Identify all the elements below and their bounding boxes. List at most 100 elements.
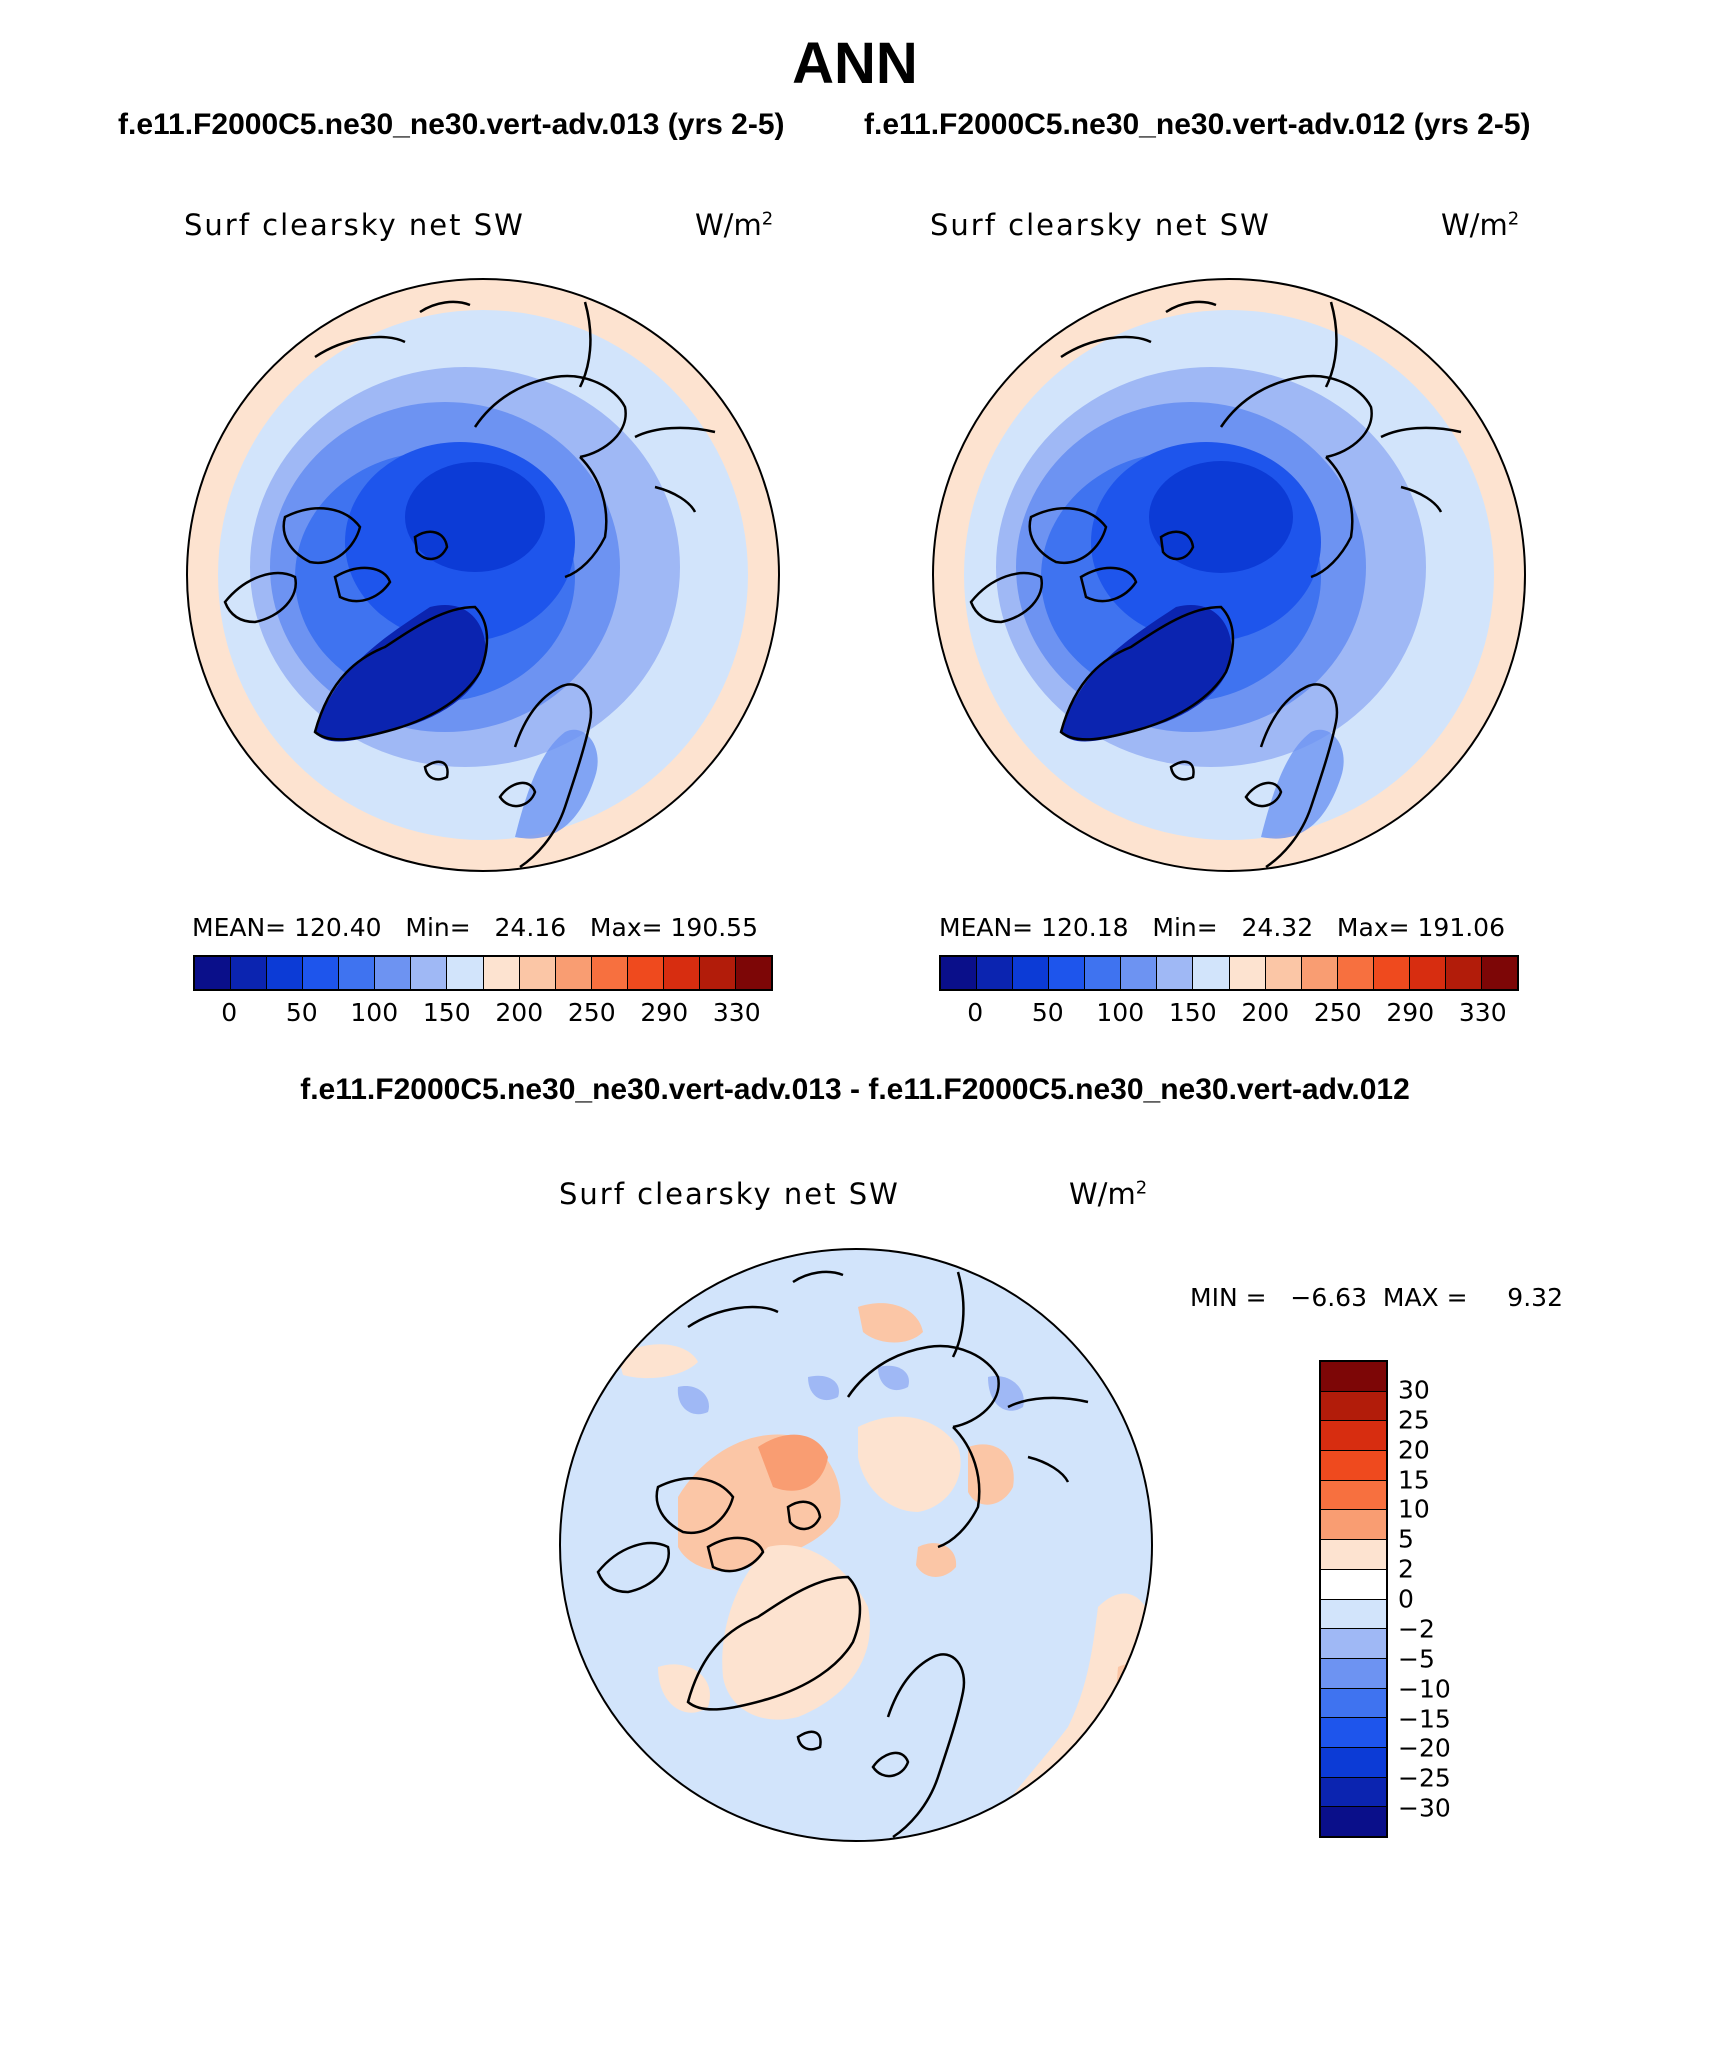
left-variable-label: Surf clearsky net SW [184, 208, 525, 242]
left-polar-map [186, 278, 780, 872]
colorbar-swatch [941, 957, 978, 989]
colorbar-tick-label: 330 [1458, 998, 1507, 1027]
right-run-label: f.e11.F2000C5.ne30_ne30.vert-adv.012 (yr… [864, 108, 1531, 141]
colorbar-swatch [1321, 1451, 1386, 1481]
colorbar-tick-label: 250 [1313, 998, 1362, 1027]
colorbar-swatch [447, 957, 484, 989]
difference-variable-label: Surf clearsky net SW [559, 1177, 900, 1211]
colorbar-swatch [411, 957, 448, 989]
colorbar-tick-label: −25 [1398, 1763, 1451, 1793]
colorbar-swatch [977, 957, 1014, 989]
left-colorbar [193, 955, 773, 991]
right-variable-label: Surf clearsky net SW [930, 208, 1271, 242]
colorbar-swatch [303, 957, 340, 989]
colorbar-swatch [1321, 1777, 1386, 1808]
colorbar-swatch [663, 957, 700, 989]
colorbar-swatch [1321, 1807, 1386, 1836]
colorbar-swatch [1337, 957, 1374, 989]
colorbar-tick-label: −10 [1398, 1674, 1451, 1704]
colorbar-tick-label: 2 [1398, 1554, 1414, 1584]
colorbar-swatch [1321, 1391, 1386, 1422]
difference-minmax: MIN = −6.63 MAX = 9.32 [1190, 1283, 1563, 1312]
colorbar-swatch [1301, 957, 1338, 989]
left-stats: MEAN= 120.40 Min= 24.16 Max= 190.55 [192, 913, 758, 942]
colorbar-tick-label: 50 [285, 998, 318, 1027]
colorbar-swatch [1229, 957, 1266, 989]
colorbar-tick-label: 20 [1398, 1435, 1430, 1465]
colorbar-swatch [1321, 1629, 1386, 1659]
colorbar-swatch [627, 957, 664, 989]
colorbar-tick-label: 290 [640, 998, 689, 1027]
colorbar-swatch [1049, 957, 1086, 989]
right-units-label: W/m2 [1441, 208, 1520, 242]
colorbar-swatch [1321, 1362, 1386, 1392]
colorbar-swatch [375, 957, 412, 989]
colorbar-tick-label: 10 [1398, 1494, 1430, 1524]
colorbar-swatch [483, 957, 520, 989]
colorbar-swatch [1321, 1747, 1386, 1778]
colorbar-swatch [591, 957, 628, 989]
colorbar-tick-label: −30 [1398, 1793, 1451, 1823]
colorbar-swatch [1321, 1718, 1386, 1748]
colorbar-swatch [1445, 957, 1482, 989]
colorbar-swatch [1085, 957, 1122, 989]
colorbar-tick-label: −5 [1398, 1644, 1435, 1674]
colorbar-tick-label: 0 [221, 998, 238, 1027]
colorbar-swatch [1373, 957, 1410, 989]
colorbar-swatch [1157, 957, 1194, 989]
colorbar-swatch [1121, 957, 1158, 989]
right-colorbar-ticks: 0 50 100 150 200 250 290 330 [939, 998, 1519, 1028]
colorbar-tick-label: 0 [1398, 1584, 1414, 1614]
colorbar-tick-label: 250 [567, 998, 616, 1027]
colorbar-tick-label: 0 [967, 998, 984, 1027]
colorbar-tick-label: −20 [1398, 1733, 1451, 1763]
colorbar-tick-label: 150 [1168, 998, 1217, 1027]
colorbar-tick-label: 290 [1386, 998, 1435, 1027]
colorbar-swatch [555, 957, 592, 989]
colorbar-swatch [1321, 1569, 1386, 1600]
left-units-label: W/m2 [695, 208, 774, 242]
colorbar-tick-label: 200 [495, 998, 544, 1027]
left-colorbar-ticks: 0 50 100 150 200 250 290 330 [193, 998, 773, 1028]
colorbar-swatch [1321, 1599, 1386, 1630]
page-title: ANN [792, 31, 918, 96]
difference-colorbar-ticks: 30 25 20 15 10 5 2 0 −2 −5 −10 −15 −20 −25 −30 [1398, 1360, 1478, 1838]
left-run-label: f.e11.F2000C5.ne30_ne30.vert-adv.013 (yr… [118, 108, 785, 141]
colorbar-tick-label: 5 [1398, 1524, 1414, 1554]
colorbar-tick-label: 100 [350, 998, 399, 1027]
colorbar-tick-label: 150 [422, 998, 471, 1027]
colorbar-swatch [1321, 1540, 1386, 1570]
colorbar-swatch [1321, 1658, 1386, 1689]
colorbar-swatch [1321, 1510, 1386, 1541]
colorbar-swatch [735, 957, 771, 989]
colorbar-tick-label: 25 [1398, 1405, 1430, 1435]
difference-colorbar [1319, 1360, 1388, 1838]
colorbar-swatch [1265, 957, 1302, 989]
colorbar-swatch [1321, 1480, 1386, 1511]
colorbar-tick-label: 100 [1096, 998, 1145, 1027]
colorbar-swatch [1321, 1688, 1386, 1719]
right-stats: MEAN= 120.18 Min= 24.32 Max= 191.06 [939, 913, 1505, 942]
right-colorbar [939, 955, 1519, 991]
colorbar-tick-label: −2 [1398, 1614, 1435, 1644]
difference-polar-map [559, 1248, 1153, 1842]
colorbar-swatch [267, 957, 304, 989]
colorbar-swatch [1013, 957, 1050, 989]
colorbar-swatch [699, 957, 736, 989]
colorbar-tick-label: 50 [1031, 998, 1064, 1027]
difference-units-label: W/m2 [1069, 1177, 1148, 1211]
colorbar-swatch [339, 957, 376, 989]
colorbar-swatch [195, 957, 232, 989]
colorbar-swatch [1481, 957, 1517, 989]
colorbar-tick-label: 30 [1398, 1375, 1430, 1405]
colorbar-swatch [1409, 957, 1446, 989]
colorbar-swatch [1321, 1421, 1386, 1452]
colorbar-swatch [519, 957, 556, 989]
colorbar-tick-label: 200 [1241, 998, 1290, 1027]
colorbar-tick-label: 330 [712, 998, 761, 1027]
difference-title: f.e11.F2000C5.ne30_ne30.vert-adv.013 - f… [300, 1073, 1410, 1106]
colorbar-swatch [1193, 957, 1230, 989]
colorbar-tick-label: −15 [1398, 1704, 1451, 1733]
right-polar-map [932, 278, 1526, 872]
colorbar-swatch [231, 957, 268, 989]
